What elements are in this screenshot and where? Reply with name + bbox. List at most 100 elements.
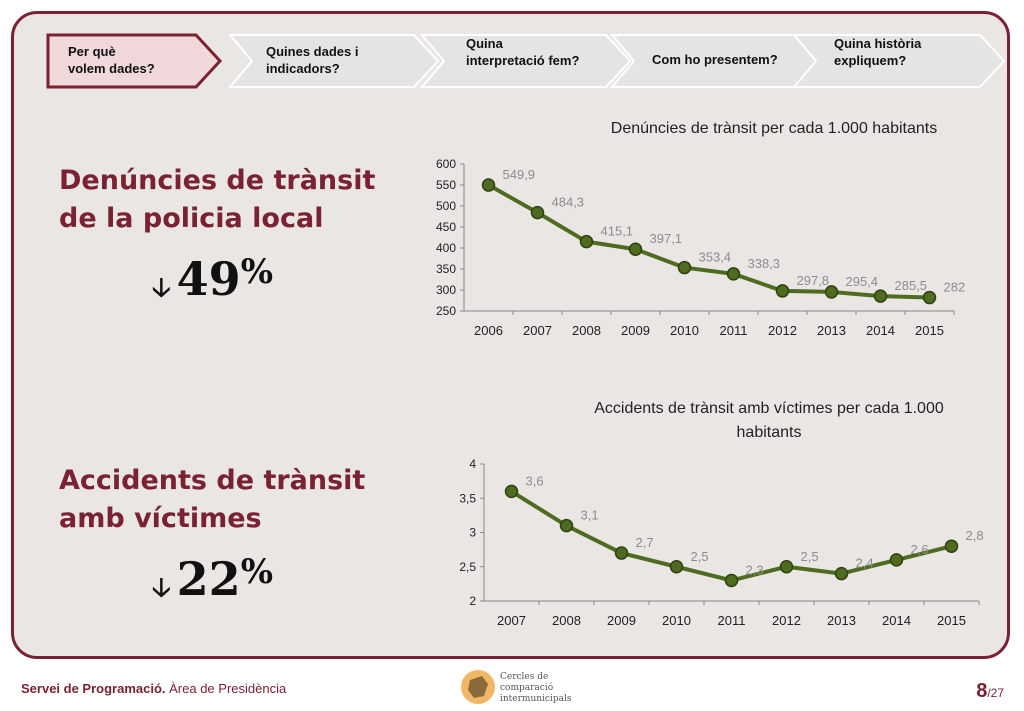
step-arrow-shape: [227, 34, 440, 88]
y-tick-label: 350: [436, 262, 456, 276]
y-tick-label: 550: [436, 178, 456, 192]
data-label: 415,1: [601, 224, 634, 239]
step-arrow-shape: [791, 34, 1006, 88]
data-point: [579, 234, 594, 249]
x-tick-label: 2015: [937, 613, 966, 628]
y-tick-label: 300: [436, 283, 456, 297]
series-line: [510, 489, 952, 583]
heading-denuncies: Denúncies de trànsit de la policia local: [59, 162, 375, 238]
data-point: [944, 539, 959, 553]
y-tick-label: 2,5: [459, 560, 476, 574]
data-label: 2,5: [801, 549, 819, 564]
cercles-logo: Cercles de comparació intermunicipals: [460, 668, 600, 706]
y-tick-label: 400: [436, 241, 456, 255]
step-label-line1: Quina història: [834, 36, 922, 51]
data-label: 297,8: [797, 273, 830, 288]
step-arrow-shape: [46, 33, 223, 89]
x-tick-label: 2011: [718, 613, 746, 628]
y-tick-label: 250: [436, 304, 456, 318]
x-tick-label: 2010: [670, 323, 699, 338]
change-value: 22: [176, 552, 241, 606]
down-arrow-icon: 🡣: [152, 272, 171, 303]
step-com-ho-presentem[interactable]: Com ho presentem?: [609, 33, 822, 89]
step-label-line1: Quina: [466, 36, 503, 51]
data-label: 484,3: [552, 195, 585, 210]
step-label-line2: interpretació fem?: [466, 53, 580, 68]
x-tick-label: 2008: [572, 323, 601, 338]
x-tick-label: 2013: [827, 613, 856, 628]
step-label-line2: expliquem?: [834, 53, 907, 68]
y-tick-label: 600: [436, 157, 456, 171]
data-label: 353,4: [699, 250, 732, 265]
data-label: 397,1: [650, 231, 683, 246]
data-label: 295,4: [846, 274, 879, 289]
data-point: [724, 573, 739, 588]
chart-accidents: 2 2,5 3 3,5 4 2007 2008 2009 2010 2011 2012 2013 201…: [459, 457, 983, 628]
change-value: 49: [176, 252, 241, 306]
heading-line2: amb víctimes: [59, 503, 262, 534]
x-tick-label: 2006: [474, 323, 503, 338]
data-point: [889, 553, 904, 567]
x-tick-label: 2007: [497, 613, 526, 628]
x-tick-label: 2015: [915, 323, 944, 338]
logo-text: Cercles de comparació intermunicipals: [500, 672, 600, 705]
x-tick-label: 2008: [552, 613, 581, 628]
data-label: 2,5: [691, 549, 709, 564]
step-label: Quines dades i indicadors?: [266, 43, 426, 77]
logo-line1: Cercles de comparació: [500, 672, 554, 693]
x-tick-label: 2010: [662, 613, 691, 628]
step-label-line1: Com ho presentem?: [652, 52, 778, 67]
chart-denuncies: 250 300 350 400 450 500 550 600 2006 2007 2008 2009…: [436, 157, 965, 338]
percent-symbol: %: [240, 252, 273, 292]
step-label-line1: Quines dades i: [266, 44, 359, 59]
percent-symbol: %: [240, 552, 273, 592]
heading-line1: Accidents de trànsit: [59, 465, 366, 496]
data-label: 285,5: [895, 278, 928, 293]
step-quines-dades[interactable]: Quines dades i indicadors?: [227, 33, 440, 89]
step-quina-historia[interactable]: Quina història expliquem?: [791, 33, 1006, 89]
data-label: 2,3: [746, 562, 764, 577]
chart2-title-line2: habitants: [736, 424, 802, 441]
footer-org-bold: Servei de Programació.: [21, 681, 166, 696]
step-label: Per què volem dades?: [68, 43, 228, 77]
heading-accidents: Accidents de trànsit amb víctimes: [59, 462, 365, 538]
data-point: [775, 284, 790, 298]
data-point: [834, 566, 849, 581]
step-label: Com ho presentem?: [652, 51, 812, 68]
data-point: [559, 518, 574, 533]
data-label: 3,6: [526, 473, 544, 488]
step-label-line2: volem dades?: [68, 61, 155, 76]
page-total: /27: [987, 686, 1004, 700]
y-tick-label: 3,5: [459, 491, 476, 505]
step-label-line1: Per què: [68, 44, 116, 59]
heading-line1: Denúncies de trànsit: [59, 165, 376, 196]
step-per-que[interactable]: Per què volem dades?: [46, 33, 223, 89]
change-denuncies: 🡣 49%: [152, 252, 273, 313]
step-quina-interpretacio[interactable]: Quina interpretació fem?: [419, 33, 632, 89]
data-label: 2,6: [911, 542, 929, 557]
step-label-line2: indicadors?: [266, 61, 340, 76]
x-tick-label: 2009: [607, 613, 636, 628]
data-point: [779, 560, 794, 574]
change-accidents: 🡣 22%: [152, 552, 273, 613]
data-point: [481, 178, 496, 192]
heading-line2: de la policia local: [59, 203, 324, 234]
page-current: 8: [976, 680, 988, 702]
chart2-title-line1: Accidents de trànsit amb víctimes per ca…: [594, 400, 944, 417]
x-tick-label: 2013: [817, 323, 846, 338]
data-label: 2,4: [856, 556, 874, 571]
page-number: 8/27: [976, 680, 1004, 703]
footer-org-rest: Àrea de Presidència: [165, 681, 287, 696]
process-steps-nav: Per què volem dades? Quines dades i indica…: [46, 33, 1007, 91]
step-label: Quina història expliquem?: [834, 35, 994, 69]
logo-icon: [461, 670, 495, 704]
y-tick-label: 3: [469, 526, 476, 540]
x-tick-label: 2011: [720, 323, 748, 338]
data-point: [628, 242, 643, 256]
slide-frame: Per què volem dades? Quines dades i indica…: [11, 11, 1010, 659]
data-point: [614, 546, 629, 560]
data-point: [530, 205, 545, 220]
data-label: 338,3: [748, 256, 781, 271]
x-tick-label: 2007: [523, 323, 552, 338]
y-tick-label: 450: [436, 220, 456, 234]
